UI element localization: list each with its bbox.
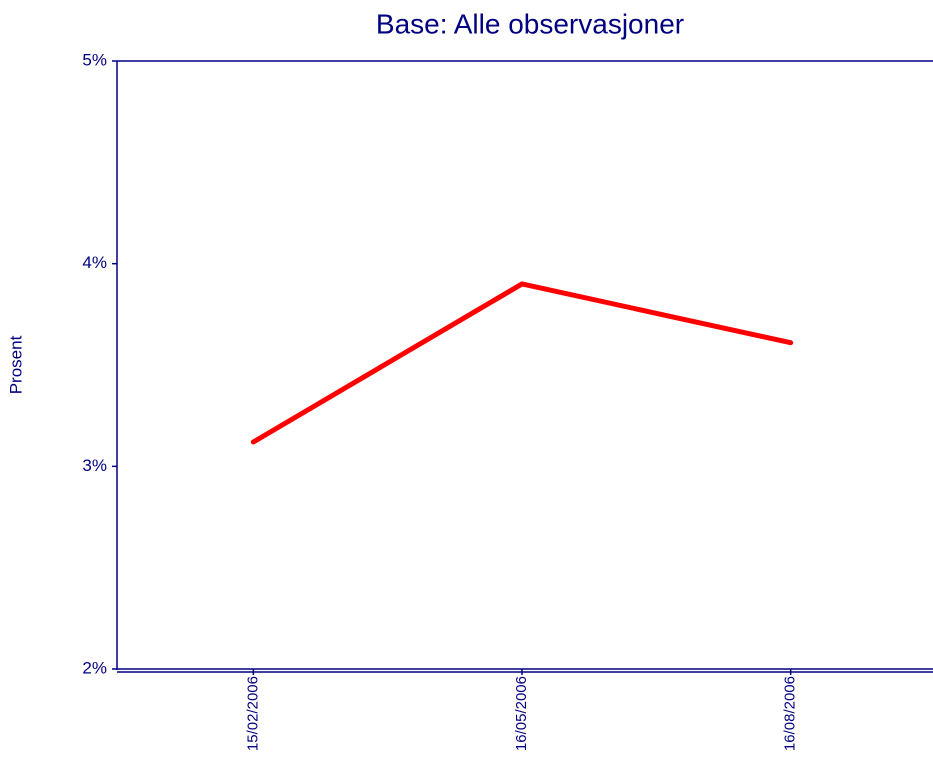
y-axis-label: Prosent <box>6 335 25 394</box>
y-tick-label: 3% <box>82 456 107 475</box>
y-tick-label: 2% <box>82 658 107 677</box>
x-tick-label: 15/02/2006 <box>244 676 261 751</box>
x-tick-label: 16/08/2006 <box>782 676 799 751</box>
y-tick-label: 4% <box>82 253 107 272</box>
chart-title: Base: Alle observasjoner <box>376 8 684 39</box>
x-tick-label: 16/05/2006 <box>513 676 530 751</box>
y-tick-label: 5% <box>82 50 107 69</box>
line-series <box>250 281 794 445</box>
